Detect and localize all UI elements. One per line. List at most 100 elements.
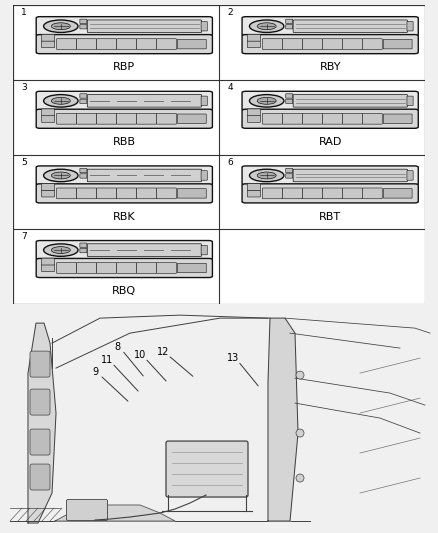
FancyBboxPatch shape	[30, 389, 50, 415]
Text: 2: 2	[227, 9, 233, 17]
FancyBboxPatch shape	[201, 96, 207, 106]
FancyBboxPatch shape	[322, 114, 343, 124]
Circle shape	[51, 172, 70, 179]
Circle shape	[51, 247, 70, 254]
FancyBboxPatch shape	[293, 94, 407, 107]
Circle shape	[44, 20, 78, 33]
FancyBboxPatch shape	[80, 174, 87, 178]
Polygon shape	[28, 323, 56, 523]
Text: RBB: RBB	[113, 137, 136, 147]
FancyBboxPatch shape	[77, 114, 96, 124]
FancyBboxPatch shape	[247, 190, 260, 197]
FancyBboxPatch shape	[117, 188, 137, 199]
FancyBboxPatch shape	[80, 94, 87, 98]
Circle shape	[250, 94, 284, 107]
FancyBboxPatch shape	[67, 499, 107, 521]
FancyBboxPatch shape	[166, 441, 248, 497]
FancyBboxPatch shape	[80, 99, 87, 103]
FancyBboxPatch shape	[283, 114, 302, 124]
Text: 13: 13	[227, 353, 239, 363]
FancyBboxPatch shape	[137, 114, 156, 124]
Text: 9: 9	[92, 367, 98, 377]
FancyBboxPatch shape	[87, 94, 201, 107]
FancyBboxPatch shape	[242, 91, 418, 110]
FancyBboxPatch shape	[293, 169, 407, 182]
Circle shape	[250, 169, 284, 182]
FancyBboxPatch shape	[156, 39, 177, 50]
FancyBboxPatch shape	[36, 184, 212, 203]
FancyBboxPatch shape	[247, 41, 260, 48]
FancyBboxPatch shape	[156, 114, 177, 124]
FancyBboxPatch shape	[201, 171, 207, 180]
FancyBboxPatch shape	[42, 183, 54, 190]
FancyBboxPatch shape	[242, 17, 418, 36]
FancyBboxPatch shape	[57, 263, 77, 273]
FancyBboxPatch shape	[57, 188, 77, 199]
FancyBboxPatch shape	[87, 244, 201, 256]
FancyBboxPatch shape	[286, 168, 293, 173]
FancyBboxPatch shape	[362, 39, 382, 50]
FancyBboxPatch shape	[286, 25, 293, 29]
Circle shape	[257, 172, 276, 179]
FancyBboxPatch shape	[30, 464, 50, 490]
FancyBboxPatch shape	[177, 263, 206, 273]
FancyBboxPatch shape	[36, 35, 212, 54]
Text: 8: 8	[114, 342, 120, 352]
FancyBboxPatch shape	[87, 169, 201, 182]
Text: RBK: RBK	[113, 212, 136, 222]
FancyBboxPatch shape	[302, 39, 322, 50]
FancyBboxPatch shape	[42, 116, 54, 123]
FancyBboxPatch shape	[322, 188, 343, 199]
FancyBboxPatch shape	[42, 34, 54, 41]
FancyBboxPatch shape	[343, 39, 362, 50]
FancyBboxPatch shape	[36, 240, 212, 260]
FancyBboxPatch shape	[36, 166, 212, 185]
FancyBboxPatch shape	[30, 429, 50, 455]
FancyBboxPatch shape	[262, 188, 283, 199]
Text: 10: 10	[134, 350, 146, 360]
FancyBboxPatch shape	[286, 99, 293, 103]
Text: 7: 7	[21, 232, 27, 241]
FancyBboxPatch shape	[247, 183, 260, 190]
FancyBboxPatch shape	[201, 21, 207, 31]
Text: 6: 6	[227, 158, 233, 166]
FancyBboxPatch shape	[407, 171, 413, 180]
FancyBboxPatch shape	[156, 263, 177, 273]
Circle shape	[44, 94, 78, 107]
FancyBboxPatch shape	[57, 114, 77, 124]
Circle shape	[257, 98, 276, 104]
FancyBboxPatch shape	[242, 109, 418, 128]
FancyBboxPatch shape	[286, 174, 293, 178]
FancyBboxPatch shape	[201, 245, 207, 255]
FancyBboxPatch shape	[42, 109, 54, 116]
FancyBboxPatch shape	[80, 168, 87, 173]
FancyBboxPatch shape	[383, 114, 412, 124]
Circle shape	[257, 23, 276, 30]
FancyBboxPatch shape	[247, 34, 260, 41]
FancyBboxPatch shape	[286, 94, 293, 98]
FancyBboxPatch shape	[322, 39, 343, 50]
FancyBboxPatch shape	[36, 17, 212, 36]
Text: RAD: RAD	[318, 137, 342, 147]
Circle shape	[51, 23, 70, 30]
Text: RBP: RBP	[113, 62, 135, 72]
FancyBboxPatch shape	[293, 20, 407, 33]
FancyBboxPatch shape	[177, 114, 206, 124]
FancyBboxPatch shape	[177, 189, 206, 198]
FancyBboxPatch shape	[137, 263, 156, 273]
FancyBboxPatch shape	[77, 188, 96, 199]
FancyBboxPatch shape	[362, 114, 382, 124]
FancyBboxPatch shape	[362, 188, 382, 199]
FancyBboxPatch shape	[42, 265, 54, 272]
FancyBboxPatch shape	[383, 39, 412, 49]
FancyBboxPatch shape	[302, 114, 322, 124]
Polygon shape	[55, 505, 175, 521]
FancyBboxPatch shape	[87, 20, 201, 33]
Text: 3: 3	[21, 83, 27, 92]
FancyBboxPatch shape	[30, 351, 50, 377]
FancyBboxPatch shape	[36, 109, 212, 128]
FancyBboxPatch shape	[247, 116, 260, 123]
FancyBboxPatch shape	[96, 114, 117, 124]
FancyBboxPatch shape	[283, 188, 302, 199]
FancyBboxPatch shape	[242, 35, 418, 54]
